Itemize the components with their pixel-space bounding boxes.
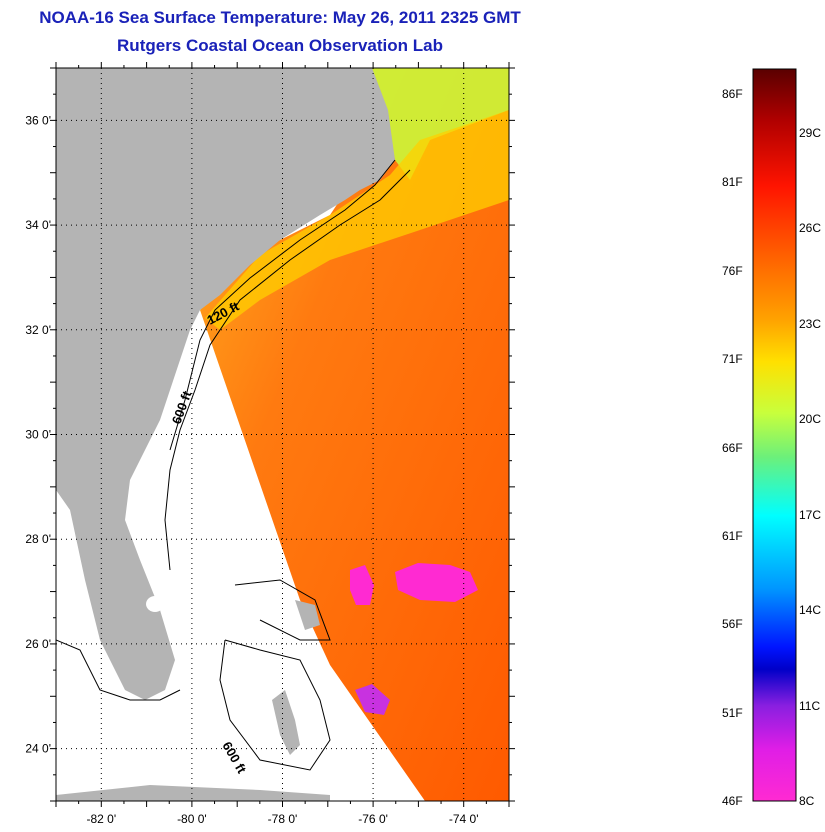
cold-patch (395, 563, 478, 602)
colorbar-c-label: 26C (799, 221, 822, 236)
map-subtitle: Rutgers Coastal Ocean Observation Lab (117, 36, 443, 55)
colorbar-f-label: 76F (722, 263, 743, 278)
colorbar-f-label: 71F (722, 352, 743, 367)
map-title: NOAA-16 Sea Surface Temperature: May 26,… (39, 8, 521, 27)
lat-tick-label: 34 0' (25, 218, 51, 232)
isobath-florida (56, 639, 181, 701)
colorbar-c-label: 20C (799, 412, 822, 427)
graticule (56, 68, 509, 801)
cool-shelf-water (372, 68, 509, 180)
isobath-bahamas (234, 579, 331, 641)
lon-tick-label: -82 0' (86, 812, 116, 826)
lat-tick-label: 36 0' (25, 113, 51, 127)
land-cuba (56, 785, 330, 801)
colorbar-c-label: 11C (799, 698, 821, 713)
colorbar-c-label: 29C (799, 126, 822, 140)
colorbar-c-label: 17C (799, 507, 822, 522)
lake-okeechobee (146, 596, 164, 612)
lat-tick-label: 26 0' (25, 637, 51, 651)
colorbar (752, 68, 797, 802)
colorbar-f-label: 61F (722, 528, 743, 543)
isobath-120ft (169, 159, 396, 451)
land-us-coast (56, 68, 395, 700)
lon-tick-label: -74 0' (449, 812, 479, 826)
colorbar-f-label: 81F (722, 175, 743, 190)
cold-patch (350, 565, 374, 605)
isobath-bahamas (219, 639, 331, 771)
axis-ticks: -82 0' -80 0' -78 0' -76 0' -74 0' 36 0' 34 0'… (25, 62, 515, 826)
land-bahamas (272, 690, 300, 755)
lon-tick-label: -76 0' (358, 812, 388, 826)
lat-tick-label: 32 0' (25, 323, 51, 337)
lon-tick-label: -78 0' (268, 812, 298, 826)
colorbar-c-label: 14C (799, 603, 822, 618)
colorbar-f-label: 46F (722, 794, 743, 808)
colorbar-f-label: 51F (722, 705, 743, 720)
lon-tick-label: -80 0' (177, 812, 207, 826)
land-bahamas (295, 600, 320, 630)
colorbar-c-label: 23C (799, 316, 822, 331)
isobath-600ft (164, 169, 411, 571)
colorbar-f-label: 66F (722, 440, 743, 455)
shelf-water (205, 110, 509, 330)
colorbar-c-label: 8C (799, 794, 815, 808)
colorbar-f-label: 86F (722, 87, 743, 101)
cold-patch (355, 684, 390, 715)
lat-tick-label: 28 0' (25, 532, 51, 546)
lat-tick-label: 24 0' (25, 742, 51, 756)
lat-tick-label: 30 0' (25, 428, 51, 442)
colorbar-f-label: 56F (722, 617, 743, 632)
